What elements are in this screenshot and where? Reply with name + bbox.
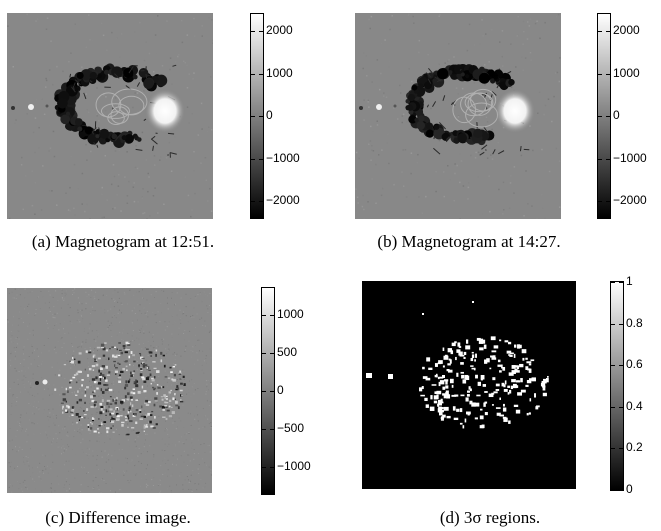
colorbar-tick [619, 490, 623, 491]
mask-svg [362, 281, 576, 489]
colorbar-tick [619, 365, 623, 367]
colorbar-tick-label: 500 [277, 344, 298, 359]
colorbar-tick [270, 391, 274, 392]
colorbar-tick [259, 158, 263, 160]
colorbar-d [610, 281, 624, 491]
colorbar-tick [598, 158, 602, 160]
colorbar-tick [611, 406, 615, 408]
colorbar-tick [606, 116, 610, 117]
colorbar-tick-label: −1000 [277, 459, 311, 474]
caption-a: (a) Magnetogram at 12:51. [31, 232, 215, 251]
colorbar-tick [270, 429, 274, 431]
colorbar-tick-label: 0 [626, 482, 633, 496]
caption-b: (b) Magnetogram at 14:27. [377, 232, 561, 251]
three-sigma-mask-image [362, 281, 576, 489]
colorbar-tick-label: −1000 [613, 150, 647, 165]
colorbar-tick-label: 0.8 [626, 315, 643, 330]
colorbar-tick-label: 0 [266, 108, 273, 122]
colorbar-tick [606, 201, 610, 202]
colorbar-tick [619, 282, 623, 283]
colorbar-tick-label: 1000 [613, 65, 640, 80]
colorbar-tick [619, 323, 623, 325]
colorbar-tick [598, 73, 602, 75]
colorbar-tick [598, 116, 602, 117]
colorbar-tick [270, 352, 274, 354]
caption-c: (c) Difference image. [45, 508, 191, 527]
colorbar-tick [259, 116, 263, 117]
colorbar-tick [606, 31, 610, 32]
colorbar-tick [262, 314, 266, 316]
colorbar-tick [270, 314, 274, 316]
colorbar-tick-label: 0 [613, 108, 620, 122]
colorbar-tick [262, 467, 266, 469]
colorbar-tick [606, 158, 610, 160]
colorbar-tick [619, 448, 623, 450]
colorbar-tick [262, 429, 266, 431]
colorbar-b [597, 13, 611, 219]
caption-d: (d) 3σ regions. [439, 508, 541, 527]
magnetogram-image-a [7, 13, 213, 219]
colorbar-c [261, 287, 275, 495]
colorbar-tick-label: 2000 [266, 23, 293, 37]
colorbar-tick-label: −2000 [613, 193, 647, 207]
colorbar-tick-label: 2000 [613, 23, 640, 37]
magnetogram-svg [7, 13, 213, 219]
colorbar-tick [251, 73, 255, 75]
colorbar-tick-label: −2000 [266, 193, 300, 207]
colorbar-tick-label: 1000 [277, 306, 304, 321]
colorbar-tick-label: −500 [277, 421, 305, 436]
difference-image [7, 288, 212, 493]
colorbar-tick-label: −1000 [266, 150, 300, 165]
colorbar-tick [262, 352, 266, 354]
colorbar-tick [611, 323, 615, 325]
colorbar-tick [259, 31, 263, 32]
colorbar-a [250, 13, 264, 219]
colorbar-tick [270, 467, 274, 469]
colorbar-tick-label: 0 [277, 383, 284, 397]
colorbar-tick [619, 406, 623, 408]
colorbar-tick [259, 201, 263, 202]
colorbar-tick [598, 31, 602, 32]
colorbar-tick [251, 116, 255, 117]
magnetogram-image-b [355, 13, 561, 219]
colorbar-tick [251, 158, 255, 160]
colorbar-tick [251, 201, 255, 202]
colorbar-tick-label: 1 [626, 274, 633, 288]
colorbar-tick-label: 0.2 [626, 440, 643, 455]
colorbar-tick [262, 391, 266, 392]
colorbar-tick [259, 73, 263, 75]
colorbar-tick-label: 0.4 [626, 398, 643, 413]
colorbar-tick [611, 448, 615, 450]
colorbar-tick-label: 1000 [266, 65, 293, 80]
colorbar-tick-label: 0.6 [626, 357, 643, 372]
colorbar-tick [251, 31, 255, 32]
magnetogram-svg [355, 13, 561, 219]
difference-svg [7, 288, 212, 493]
colorbar-tick [611, 490, 615, 491]
colorbar-tick [606, 73, 610, 75]
colorbar-tick [611, 282, 615, 283]
colorbar-tick [611, 365, 615, 367]
colorbar-tick [598, 201, 602, 202]
